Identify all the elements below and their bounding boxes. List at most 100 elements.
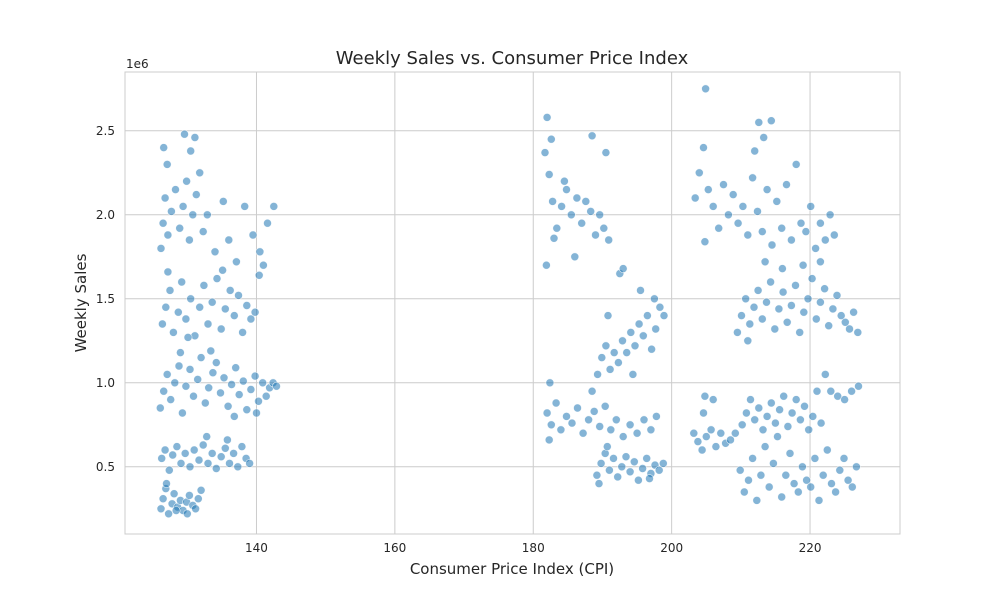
scatter-point [654,465,664,475]
scatter-point [546,420,556,430]
scatter-point [782,180,791,189]
scatter-point [207,297,217,307]
scatter-point [767,240,777,250]
scatter-point [820,235,830,245]
scatter-point [778,287,788,297]
scatter-point [227,380,236,389]
scatter-point [164,509,173,519]
scatter-point [816,257,825,267]
scatter-point [578,428,588,438]
scatter-point [802,475,811,485]
scatter-point [548,197,557,206]
scatter-point [198,227,208,236]
scatter-point [225,286,235,295]
scatter-point [625,467,635,477]
scatter-point [716,428,726,438]
scatter-point [587,386,597,396]
scatter-point [807,274,817,283]
x-tick-label: 140 [245,541,268,555]
scatter-point [825,210,835,220]
scatter-point [225,459,234,468]
scatter-point [708,202,718,211]
scatter-point [272,381,281,391]
scatter-point [250,371,260,381]
scatter-point [795,328,805,337]
scatter-point [699,408,708,418]
scatter-point [756,470,766,480]
scatter-point [791,160,801,169]
scatter-point [178,408,187,418]
scatter-point [254,270,264,280]
scatter-point [581,197,591,206]
scatter-point [193,375,202,384]
plot-background [125,72,900,534]
scatter-point [202,432,211,441]
scatter-point [223,435,232,445]
scatter-point [255,247,265,257]
scatter-point [185,365,195,374]
scatter-point [811,314,821,324]
scatter-point [169,489,179,499]
scatter-point [592,470,602,480]
scatter-point [816,297,825,307]
scatter-point [808,412,818,421]
scatter-point [170,378,180,388]
scatter-point [203,459,213,468]
scatter-point [167,207,176,216]
scatter-point [183,509,192,519]
scatter-point [212,464,221,473]
scatter-point [609,454,618,463]
scatter-point [191,504,200,514]
scatter-point [606,425,616,435]
scatter-point [787,235,796,245]
scatter-point [188,210,198,220]
scatter-point [762,297,771,307]
scatter-point [634,475,643,485]
scatter-point [216,324,226,334]
scatter-point [160,193,170,203]
scatter-point [746,395,755,404]
scatter-point [828,304,838,314]
scatter-point [169,328,178,337]
scatter-point [591,230,600,240]
scatter-point [787,301,796,310]
scatter-point [744,475,753,485]
scatter-point [791,281,800,290]
scatter-point [757,314,767,324]
scatter-point [181,381,191,391]
scatter-point [196,353,206,362]
scatter-point [621,452,631,462]
scatter-point [557,202,566,211]
scatter-point [201,398,210,408]
scatter-point [638,331,648,341]
scatter-point [593,370,602,379]
scatter-point [700,391,710,401]
scatter-point [551,398,561,408]
scatter-point [230,412,239,421]
scatter-point [570,252,580,262]
scatter-point [781,470,791,480]
scatter-point [156,403,165,413]
scatter-point [221,443,230,453]
scatter-point [176,459,186,468]
scatter-point [162,160,172,169]
scatter-point [771,418,780,428]
scatter-point [706,425,716,435]
scatter-point [254,396,263,406]
scatter-point [743,336,753,346]
scatter-point [195,168,204,178]
scatter-point [659,311,669,320]
scatter-point [798,260,808,270]
scatter-point [814,496,824,505]
scatter-point [793,487,803,497]
scatter-point [770,324,780,334]
scatter-point [754,403,764,413]
scatter-point [847,482,857,492]
scatter-point [207,449,217,458]
scatter-point [605,465,614,475]
scatter-point [542,408,552,418]
scatter-point [544,170,554,179]
scatter-point [618,264,628,273]
scatter-point [189,391,198,401]
y-tick-label: 0.5 [96,460,115,474]
